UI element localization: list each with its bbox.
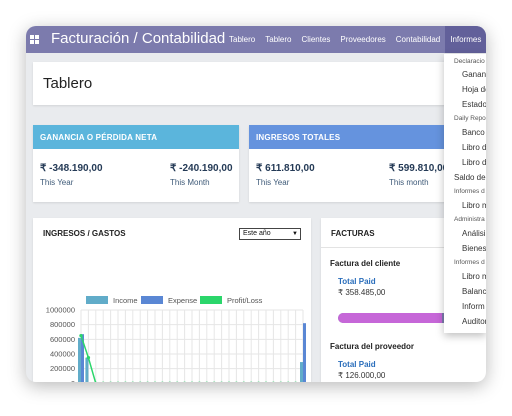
kpi-total-income-title: INGRESOS TOTALES [249,125,479,149]
income-expense-chart: 10000008000006000004000002000000-200000I… [46,296,306,382]
customer-invoice-label: Factura del cliente [330,259,401,268]
legend-label: Profit/Loss [227,296,263,305]
menu-item-hoja-de[interactable]: Hoja de [462,85,486,94]
customer-paid-progress-fill [338,313,442,323]
menu-item-analisis[interactable]: Análisis [462,229,486,238]
menu-item-saldo-de[interactable]: Saldo de [454,173,486,182]
menu-item-balance[interactable]: Balanc [462,287,486,296]
customer-total-paid-label: Total Paid [338,277,376,286]
kpi-total-income: INGRESOS TOTALES ₹ 611.810,00 This Year … [249,125,479,202]
menu-section-declaraciones: Declaracio [454,58,485,65]
apps-grid-icon[interactable] [30,35,39,44]
bar-expense [303,323,306,382]
customer-paid-progress [338,313,486,323]
menu-item-auditoria[interactable]: Auditor [462,317,486,326]
kpi-net-profit-month-value: ₹ -240.190,00 [170,163,233,174]
legend-swatch [200,296,222,304]
bar-income [85,357,89,382]
y-tick-label: 800000 [50,320,75,329]
y-tick-label: 600000 [50,335,75,344]
supplier-total-paid-amount: ₹ 126.000,00 [338,371,386,380]
kpi-net-profit-month-label: This Month [170,178,210,187]
menu-item-informes[interactable]: Informes [445,26,486,53]
menu-item-proveedores[interactable]: Proveedores [340,35,386,44]
chevron-down-icon: ▼ [292,231,298,237]
menu-item-libro-m-2[interactable]: Libro m [462,272,486,281]
menu-item-libro-de-2[interactable]: Libro de [462,158,486,167]
legend-label: Expense [168,296,197,305]
y-tick-label: 0 [71,379,75,382]
kpi-net-profit-year-value: ₹ -348.190,00 [40,163,103,174]
divider [321,247,486,248]
menu-item-bienes[interactable]: Bienes [462,244,486,253]
menu-item-ganancia[interactable]: Ganancia [462,70,486,79]
bar-income [300,362,303,382]
period-select-value: Este año [243,230,271,237]
kpi-total-income-year-label: This Year [256,178,290,187]
menu-item-banco[interactable]: Banco [462,128,485,137]
menu-section-daily-reports: Daily Repo [454,115,486,122]
kpi-total-income-year-value: ₹ 611.810,00 [256,163,315,174]
reports-dropdown-menu: Declaracio Ganancia Hoja de Estado Daily… [444,54,486,333]
menu-item-informe[interactable]: Inform [462,302,485,311]
supplier-total-paid-label: Total Paid [338,360,376,369]
menu-item-tablero[interactable]: Tablero [229,35,256,44]
profit-loss-point [86,355,91,360]
legend-swatch [86,296,108,304]
customer-total-paid-amount: ₹ 358.485,00 [338,288,386,297]
y-tick-label: 400000 [50,350,75,359]
menu-section-informes-2: Informes d [454,259,485,266]
bar-income [78,337,81,382]
menu-item-estado[interactable]: Estado [462,100,486,109]
income-expense-title: INGRESOS / GASTOS [43,229,126,238]
invoices-title: FACTURAS [331,229,375,238]
menu-section-administracion: Administra [454,216,485,223]
period-select[interactable]: Este año ▼ [239,228,301,240]
y-tick-label: 200000 [50,364,75,373]
kpi-net-profit: GANANCIA O PÉRDIDA NETA ₹ -348.190,00 Th… [33,125,239,202]
page-title: Tablero [43,75,93,92]
kpi-net-profit-year-label: This Year [40,178,74,187]
menu-item-libro-m[interactable]: Libro m [462,201,486,210]
menu-item-contabilidad[interactable]: Contabilidad [395,35,441,44]
supplier-invoice-label: Factura del proveedor [330,342,415,351]
profit-loss-point [79,333,83,338]
legend-label: Income [113,296,138,305]
kpi-total-income-month-value: ₹ 599.810,00 [389,163,449,174]
app-brand: Facturación / Contabilidad [51,30,226,47]
y-tick-label: 1000000 [46,306,75,315]
top-navbar: Facturación / Contabilidad Tablero Table… [26,26,486,53]
menu-section-informes: Informes d [454,188,485,195]
legend-swatch [141,296,163,304]
app-window: Facturación / Contabilidad Tablero Table… [26,26,486,382]
kpi-total-income-month-label: This month [389,178,429,187]
main-menu: Tablero Tablero Clientes Proveedores Con… [224,26,486,53]
menu-item-clientes[interactable]: Clientes [301,35,331,44]
title-panel: Tablero [33,62,473,105]
menu-item-libro-de[interactable]: Libro de [462,143,486,152]
bar-expense [81,334,84,382]
menu-item-tablero-2[interactable]: Tablero [265,35,292,44]
kpi-net-profit-title: GANANCIA O PÉRDIDA NETA [33,125,239,149]
